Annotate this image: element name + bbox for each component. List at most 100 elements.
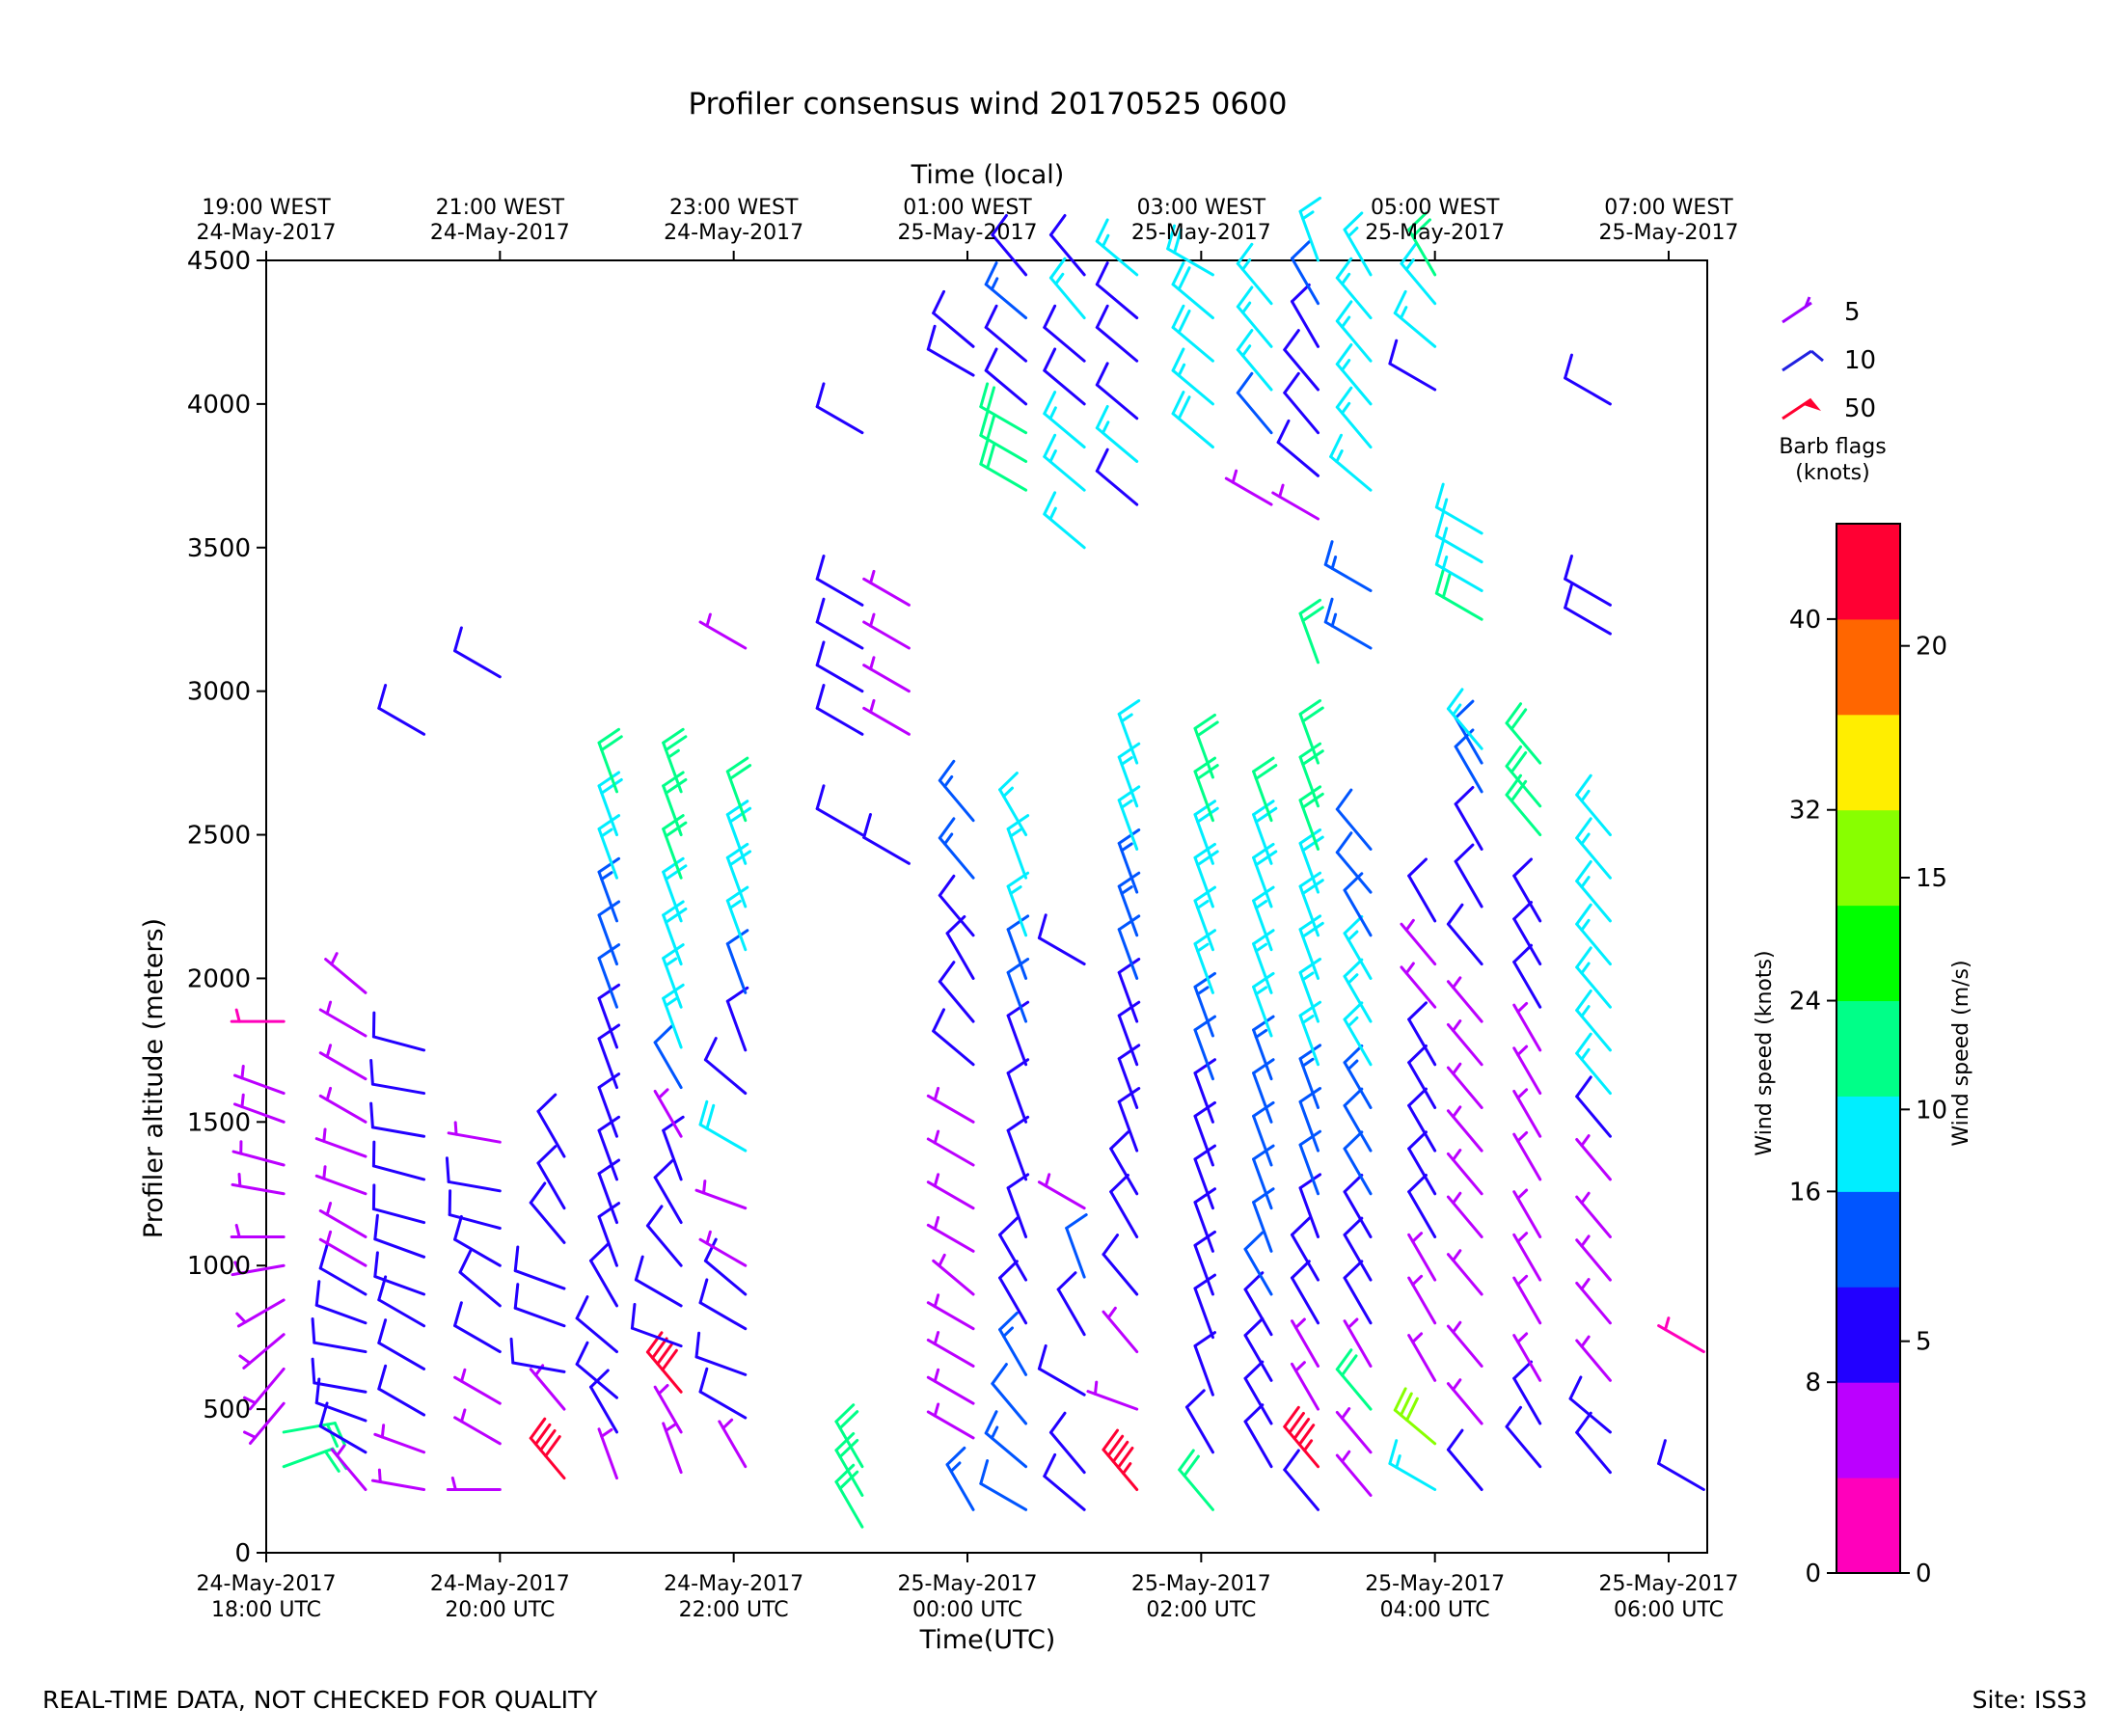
wind-barb [703, 1037, 748, 1096]
wind-barb [1335, 1348, 1373, 1411]
y-tick-label: 2000 [187, 964, 251, 993]
barb-shaft [1291, 300, 1320, 348]
wind-barb [231, 1261, 286, 1277]
wind-barb [597, 1427, 619, 1480]
colorbar-tick-label-knots: 8 [1805, 1369, 1821, 1397]
wind-barb [370, 1468, 426, 1491]
wind-barb [1343, 211, 1373, 277]
barb-full-feather [589, 1242, 610, 1262]
barb-shaft [597, 1085, 619, 1138]
barb-half-feather [325, 1086, 333, 1101]
barb-shaft [1512, 1376, 1542, 1425]
barb-full-feather [1335, 300, 1353, 323]
barb-half-feather [1231, 469, 1238, 484]
barb-full-feather [597, 943, 621, 960]
barb-full-feather [373, 1251, 379, 1279]
barb-legend-label: 50 [1844, 394, 1876, 423]
wind-barb [662, 943, 685, 1009]
barb-shaft [1575, 1095, 1612, 1138]
barb-half-feather [1347, 226, 1359, 238]
colorbar-tick-label-knots: 0 [1805, 1560, 1821, 1588]
wind-barb [1298, 1173, 1322, 1238]
wind-barb [1117, 785, 1141, 851]
barb-half-feather [657, 1383, 669, 1396]
wind-barb [1575, 1411, 1612, 1475]
barb-half-feather [1120, 799, 1133, 809]
barb-shaft [377, 1341, 426, 1370]
barb-full-feather [1575, 859, 1592, 883]
barb-full-feather [529, 1417, 547, 1440]
wind-barb [1271, 483, 1320, 521]
wind-barb [1323, 540, 1373, 592]
barb-half-feather [325, 1044, 333, 1059]
barb-full-feather [1193, 1015, 1216, 1032]
barb-shaft [1043, 326, 1086, 363]
barb-shaft [453, 1237, 502, 1267]
y-axis: 0 500 1000 1500 2000 2500 3000 3500 4000 4500 [187, 247, 266, 1568]
barb-shaft [1006, 928, 1028, 980]
barb-full-feather [1048, 257, 1067, 280]
barb-full-feather [1117, 1044, 1141, 1061]
barb-full-feather [1301, 792, 1324, 809]
barb-half-feather [1301, 210, 1315, 221]
barb-full-feather [1323, 597, 1334, 624]
barb-half-feather [1106, 1306, 1117, 1319]
barb-full-feather [1298, 1087, 1322, 1103]
wind-barb [1171, 391, 1214, 449]
barb-full-feather [1298, 1173, 1322, 1190]
barb-half-feather [325, 1000, 333, 1016]
barb-shaft [703, 1058, 748, 1096]
barb-shaft [1512, 917, 1542, 966]
barb-full-feather [453, 626, 463, 653]
wind-barb [1434, 511, 1483, 564]
barb-full-feather [1292, 1418, 1311, 1441]
barb-shaft [1564, 376, 1612, 406]
barb-shaft [653, 1176, 683, 1225]
wind-barb [653, 1024, 683, 1090]
wind-barb [1283, 329, 1320, 392]
barb-shaft [597, 913, 619, 966]
barb-shaft [815, 664, 864, 693]
barb-shaft [1109, 1147, 1139, 1196]
barb-full-feather [1335, 1348, 1353, 1371]
barb-full-feather [986, 443, 996, 470]
barb-full-feather [1575, 989, 1592, 1013]
barb-shaft [529, 1201, 566, 1244]
wind-barb [1446, 1191, 1483, 1238]
barb-shaft [1252, 1114, 1273, 1167]
barb-shaft [314, 1401, 367, 1423]
barb-shaft [815, 706, 864, 736]
barb-half-feather [1301, 1015, 1315, 1025]
barb-full-feather [1043, 391, 1057, 416]
barb-full-feather [1343, 1087, 1364, 1107]
wind-barb [311, 1317, 367, 1354]
wind-barb [998, 1311, 1028, 1376]
barb-shaft [1283, 348, 1320, 392]
barb-half-feather [728, 900, 742, 909]
barb-shaft [1095, 383, 1139, 420]
wind-barb [1006, 914, 1030, 980]
barb-shaft [1446, 1448, 1483, 1491]
colorbar-label-ms: Wind speed (m/s) [1949, 960, 1973, 1146]
wind-barb [1086, 1380, 1139, 1411]
top-tick-label: 07:00 WEST [1604, 196, 1733, 220]
barb-full-feather [1236, 329, 1254, 352]
wind-barb [597, 1072, 621, 1138]
wind-barb [1575, 946, 1612, 1009]
wind-barb [597, 900, 621, 966]
colorbar-tick-label-knots: 16 [1789, 1178, 1821, 1207]
barb-half-feather [1580, 1191, 1591, 1205]
barb-full-feather [597, 727, 621, 745]
wind-barb [1407, 1001, 1437, 1067]
barb-half-feather [1278, 483, 1285, 499]
wind-barb [1343, 1087, 1373, 1153]
wind-barb [834, 1463, 864, 1529]
barb-full-feather [1043, 1452, 1057, 1478]
wind-barb [373, 1251, 426, 1296]
top-tick-label: 25-May-2017 [898, 221, 1038, 245]
wind-barb [1335, 300, 1373, 363]
barb-shaft [1117, 928, 1139, 980]
barb-full-feather [1243, 1316, 1265, 1338]
barb-shaft [1407, 1147, 1437, 1196]
